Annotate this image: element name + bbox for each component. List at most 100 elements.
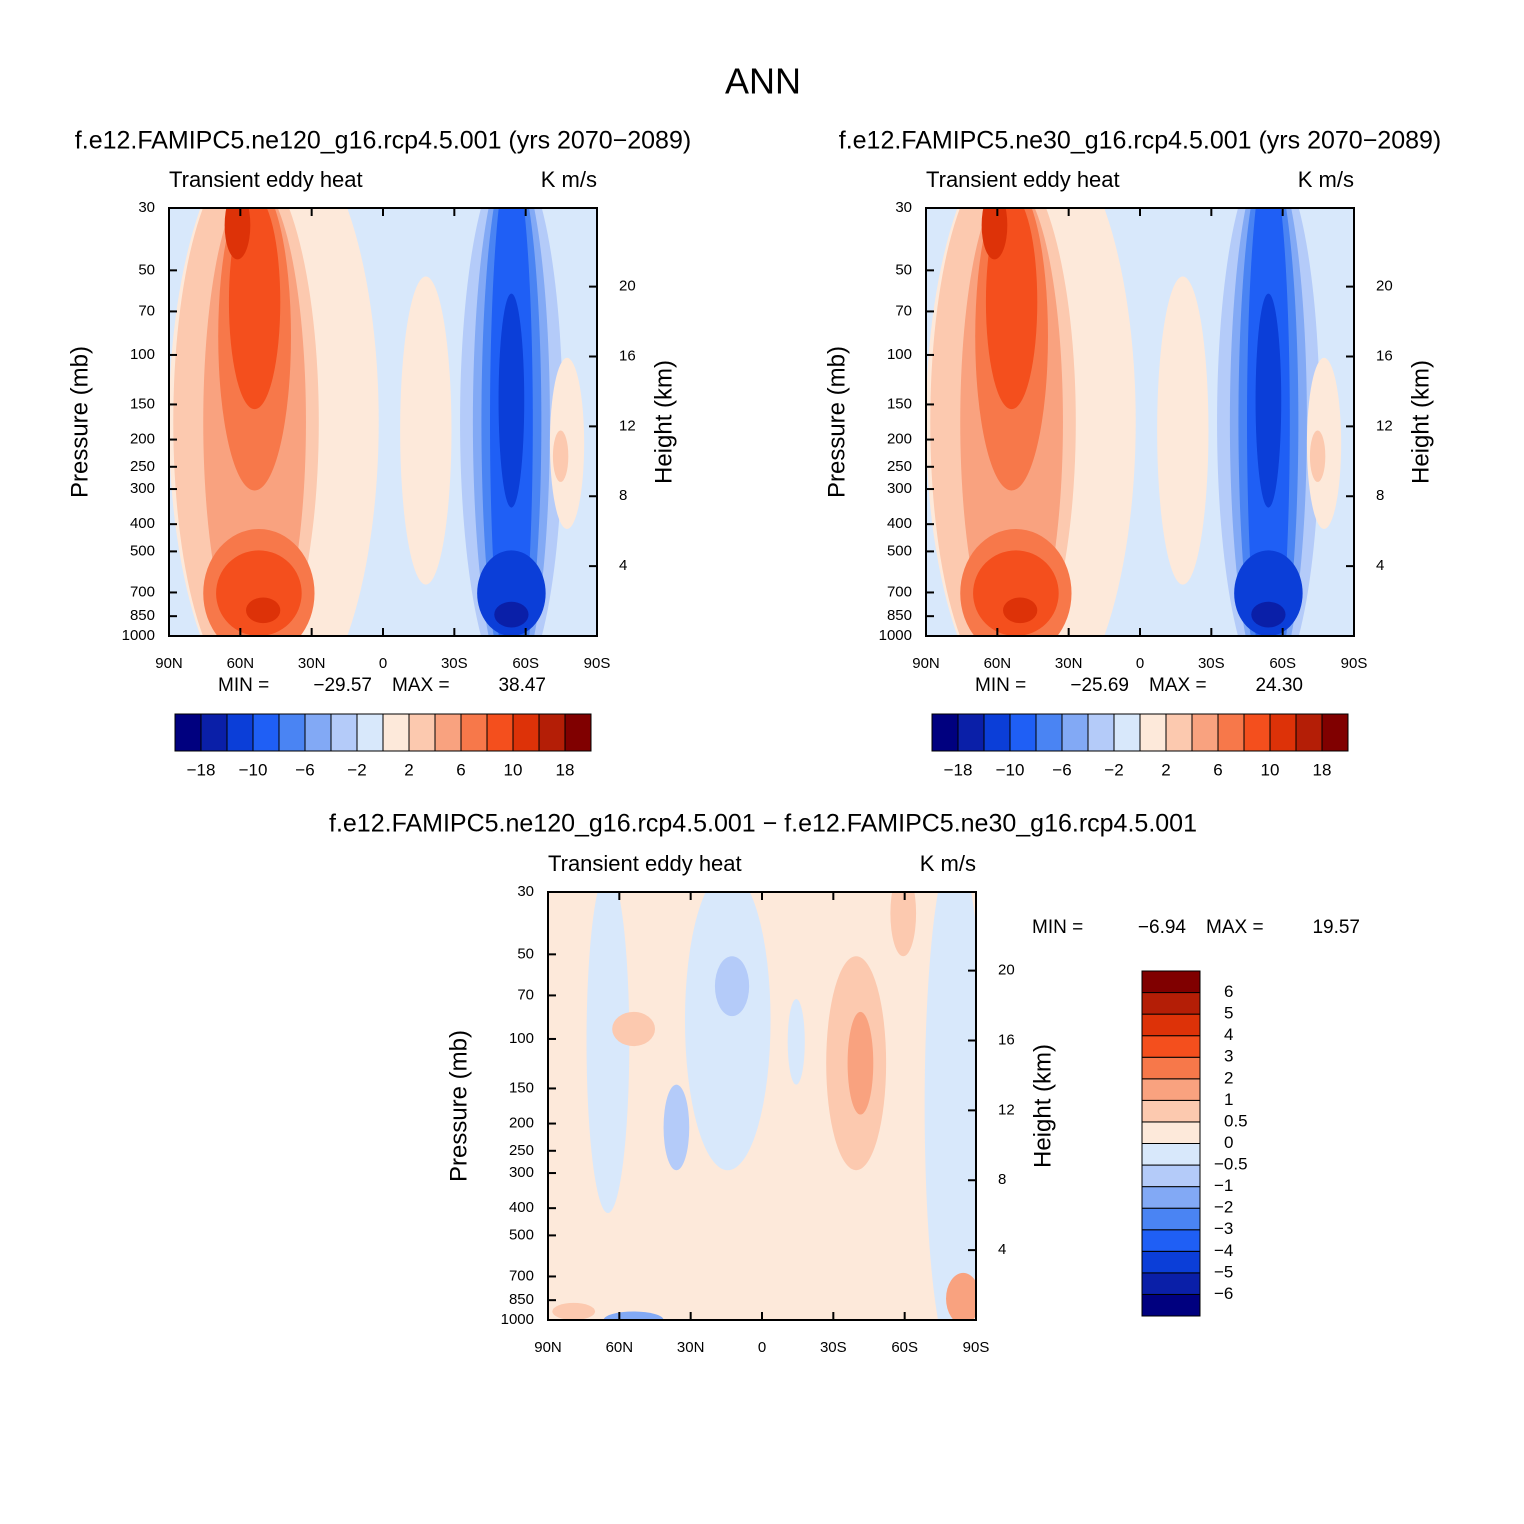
y2-tick-label: 16 [619, 347, 636, 364]
field-region [684, 892, 771, 1171]
stat-name: MIN = [975, 675, 1026, 696]
x-tick-label: 30N [677, 1339, 705, 1356]
colorbar-box [1141, 1121, 1201, 1144]
colorbar-box [1141, 1143, 1201, 1166]
x-tick-label: 90N [534, 1339, 562, 1356]
y-axis-label: Pressure (mb) [445, 1030, 472, 1182]
field-region [1309, 430, 1326, 482]
colorbar-label: −10 [996, 760, 1025, 779]
field-region [663, 1084, 690, 1171]
colorbar-box [1009, 713, 1037, 752]
y-tick-label: 500 [887, 542, 912, 559]
y-tick-label: 70 [895, 302, 912, 319]
colorbar-box [200, 713, 228, 752]
colorbar-label: −10 [239, 760, 268, 779]
colorbar-label: −6 [295, 760, 314, 779]
colorbar-label: −0.5 [1214, 1155, 1248, 1174]
field-region [985, 208, 1038, 410]
field-region [1251, 601, 1286, 628]
colorbar-label: 0.5 [1224, 1111, 1248, 1130]
y-tick-label: 150 [130, 395, 155, 412]
colorbar-box [1141, 1099, 1201, 1123]
y2-tick-label: 12 [1376, 417, 1393, 434]
colorbar-label: 10 [1261, 760, 1280, 779]
panel-title: f.e12.FAMIPC5.ne120_g16.rcp4.5.001 (yrs … [75, 127, 691, 155]
colorbar-box [1141, 992, 1201, 1015]
contour-panel: f.e12.FAMIPC5.ne120_g16.rcp4.5.001 − f.e… [329, 810, 1360, 1356]
colorbar-box [1139, 713, 1167, 752]
y-tick-label: 850 [509, 1291, 534, 1308]
field-region [586, 892, 630, 1213]
colorbar-box [330, 713, 358, 752]
colorbar-box [226, 713, 254, 752]
y-tick-label: 850 [130, 607, 155, 624]
y-tick-label: 100 [887, 346, 912, 363]
y2-tick-label: 20 [619, 278, 636, 295]
x-tick-label: 60S [891, 1339, 918, 1356]
y2-tick-label: 16 [998, 1031, 1015, 1048]
y-tick-label: 500 [130, 542, 155, 559]
stat-value: 19.57 [1312, 917, 1360, 938]
colorbar-label: 6 [1213, 760, 1222, 779]
x-tick-label: 90S [963, 1339, 990, 1356]
colorbar-box [278, 713, 306, 752]
right-string: K m/s [920, 851, 976, 876]
contour-field [926, 208, 1354, 636]
y-tick-label: 30 [517, 883, 534, 900]
y-tick-label: 250 [887, 458, 912, 475]
contour-field [169, 208, 597, 636]
stat-value: 24.30 [1255, 675, 1303, 696]
colorbar-box [1141, 1229, 1201, 1252]
field-region [946, 1272, 976, 1320]
y-tick-label: 400 [130, 515, 155, 532]
panel-title: f.e12.FAMIPC5.ne30_g16.rcp4.5.001 (yrs 2… [839, 127, 1441, 155]
y2-axis-label: Height (km) [1407, 360, 1434, 484]
panel-title: f.e12.FAMIPC5.ne120_g16.rcp4.5.001 − f.e… [329, 810, 1197, 838]
x-tick-label: 60N [984, 655, 1012, 672]
y-tick-label: 100 [130, 346, 155, 363]
contour-panel: f.e12.FAMIPC5.ne30_g16.rcp4.5.001 (yrs 2… [823, 127, 1441, 780]
colorbar-box [1295, 713, 1323, 752]
y2-tick-label: 4 [998, 1241, 1006, 1258]
field-region [246, 597, 281, 624]
y-tick-label: 200 [130, 431, 155, 448]
colorbar-label: 2 [404, 760, 413, 779]
colorbar-box [564, 713, 592, 752]
field-region [981, 208, 1008, 260]
y-tick-label: 50 [895, 261, 912, 278]
stat-name: MAX = [392, 675, 450, 696]
y-tick-label: 50 [517, 945, 534, 962]
stat-name: MAX = [1206, 917, 1264, 938]
colorbar-box [174, 713, 202, 752]
colorbar-box [1141, 1056, 1201, 1080]
y2-tick-label: 20 [1376, 278, 1393, 295]
y2-tick-label: 4 [1376, 557, 1384, 574]
x-tick-label: 30S [820, 1339, 847, 1356]
colorbar-box [1141, 1272, 1201, 1295]
colorbar-box [356, 713, 384, 752]
colorbar-label: −18 [944, 760, 973, 779]
colorbar-label: −2 [1214, 1198, 1233, 1217]
x-tick-label: 90N [912, 655, 940, 672]
colorbar-box [460, 713, 488, 752]
colorbar-box [382, 713, 410, 752]
colorbar-box [1191, 713, 1219, 752]
y-tick-label: 500 [509, 1226, 534, 1243]
y-tick-label: 850 [887, 607, 912, 624]
y-tick-label: 300 [887, 480, 912, 497]
stat-value: −25.69 [1070, 675, 1129, 696]
left-string: Transient eddy heat [548, 851, 742, 876]
colorbar-box [1141, 1293, 1201, 1317]
colorbar-label: 10 [504, 760, 523, 779]
field-region [224, 208, 251, 260]
y-tick-label: 1000 [122, 627, 155, 644]
y2-tick-label: 8 [1376, 487, 1384, 504]
left-string: Transient eddy heat [926, 167, 1120, 192]
field-region [216, 550, 302, 636]
contour-panel: f.e12.FAMIPC5.ne120_g16.rcp4.5.001 (yrs … [66, 127, 691, 780]
colorbar-label: 6 [456, 760, 465, 779]
y2-tick-label: 20 [998, 962, 1015, 979]
x-tick-label: 0 [379, 655, 387, 672]
contour-field [548, 892, 976, 1320]
colorbar-box [1217, 713, 1245, 752]
